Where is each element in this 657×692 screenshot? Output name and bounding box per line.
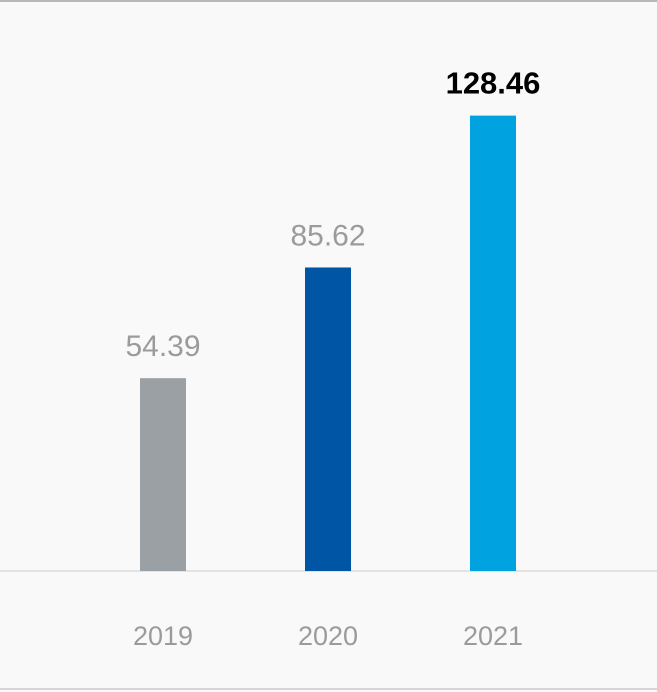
x-tick-labels-group: 2019 2020 2021 [133, 621, 523, 651]
bar-2020 [305, 267, 351, 571]
value-label-2021: 128.46 [446, 66, 541, 101]
bar-2021 [470, 115, 516, 571]
bars-group [140, 115, 516, 571]
x-tick-label-2019: 2019 [133, 621, 193, 651]
value-labels-group: 54.39 85.62 128.46 [125, 66, 540, 364]
bar-2019 [140, 378, 186, 571]
value-label-2020: 85.62 [290, 219, 365, 252]
value-label-2019: 54.39 [125, 330, 200, 363]
x-tick-label-2021: 2021 [463, 621, 523, 651]
x-tick-label-2020: 2020 [298, 621, 358, 651]
